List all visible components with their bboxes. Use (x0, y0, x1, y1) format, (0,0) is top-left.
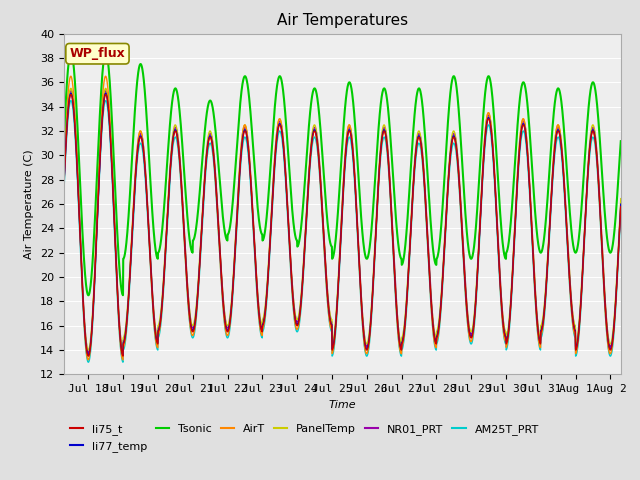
Legend: li75_t, li77_temp, Tsonic, AirT, PanelTemp, NR01_PRT, AM25T_PRT: li75_t, li77_temp, Tsonic, AirT, PanelTe… (70, 424, 539, 452)
Title: Air Temperatures: Air Temperatures (277, 13, 408, 28)
X-axis label: Time: Time (328, 400, 356, 409)
Text: WP_flux: WP_flux (70, 47, 125, 60)
Y-axis label: Air Temperature (C): Air Temperature (C) (24, 149, 35, 259)
